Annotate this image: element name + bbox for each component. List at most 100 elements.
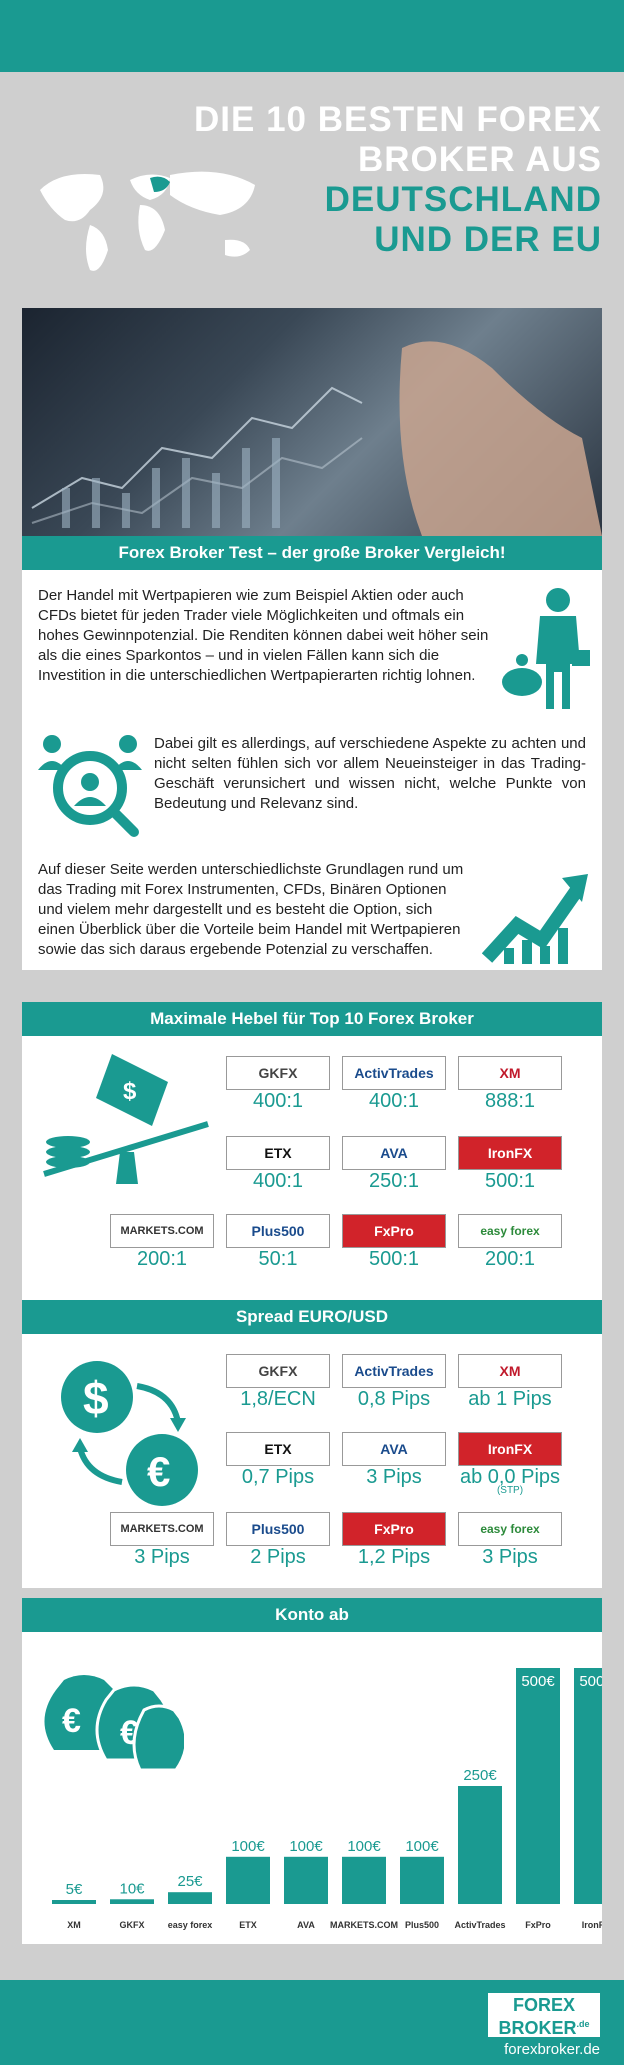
money-bags-icon: € €: [44, 1675, 184, 1772]
section-leverage: $ GKFX 400:1 ActivTrades 400:1 XM 888:1 …: [22, 1036, 602, 1304]
section-spread: $ € GKFX 1,8/ECN ActivTrades 0,8 Pips XM…: [22, 1334, 602, 1588]
bar-gkfx: [110, 1899, 154, 1904]
spread-ironfx-note: (STP): [496, 1485, 524, 1496]
logo-xm: XM: [458, 1056, 562, 1090]
title-line-1: DIE 10 BESTEN FOREX: [194, 100, 602, 139]
leverage-plus500: 50:1: [258, 1248, 298, 1270]
logo-xm: XM: [458, 1354, 562, 1388]
brand-line-2-text: BROKER: [498, 2018, 577, 2038]
bar-label: 100€: [289, 1838, 323, 1855]
title-line-4: UND DER EU: [374, 220, 602, 259]
title-line-3: DEUTSCHLAND: [324, 180, 602, 219]
bar-label: 100€: [347, 1838, 381, 1855]
broker-logo-label: XM: [67, 1920, 81, 1930]
spread-activtrades: 0,8 Pips: [357, 1388, 431, 1410]
money-scale-icon: $: [43, 1054, 209, 1184]
leverage-markets-com: 200:1: [136, 1248, 188, 1270]
bar-label: 500€: [579, 1673, 602, 1690]
bar-activtrades: [458, 1786, 502, 1904]
logo-ava: AVA: [342, 1136, 446, 1170]
broker-logo-label: MARKETS.COM: [330, 1920, 398, 1930]
logo-plus500: Plus500: [226, 1512, 330, 1546]
logo-ironfx: IronFX: [458, 1432, 562, 1466]
leverage-etx: 400:1: [252, 1170, 304, 1192]
logo-activtrades: ActivTrades: [342, 1354, 446, 1388]
logo-ava: AVA: [342, 1432, 446, 1466]
banner-spread: Spread EURO/USD: [22, 1300, 602, 1344]
intro-paragraph-1: Der Handel mit Wertpapieren wie zum Beis…: [38, 587, 489, 684]
leverage-xm: 888:1: [484, 1090, 536, 1112]
spread-xm: ab 1 Pips: [468, 1388, 552, 1410]
spread-plus500: 2 Pips: [250, 1546, 306, 1568]
brand-line-1: FOREX: [512, 1995, 575, 2015]
logo-easy-forex: easy forex: [458, 1214, 562, 1248]
broker-logo-label: IronFX: [582, 1920, 602, 1930]
spread-etx: 0,7 Pips: [241, 1466, 315, 1488]
bar-label: 5€: [66, 1881, 83, 1898]
bar-plus500: [400, 1856, 444, 1904]
leverage-ava: 250:1: [368, 1170, 420, 1192]
title-line-2: BROKER AUS: [358, 140, 602, 179]
svg-text:$: $: [83, 1372, 109, 1424]
forexbroker-logo: FOREX BROKER.de: [488, 1993, 600, 2038]
spread-ironfx: ab 0,0 Pips: [459, 1466, 561, 1488]
bar-label: 100€: [231, 1838, 265, 1855]
leverage-activtrades: 400:1: [368, 1090, 420, 1112]
svg-text:$: $: [123, 1078, 137, 1105]
footer-url[interactable]: forexbroker.de: [504, 2041, 600, 2058]
logo-activtrades: ActivTrades: [342, 1056, 446, 1090]
trading-chart-photo: [22, 308, 602, 536]
intro-paragraph-2: Dabei gilt es allerdings, auf verschiede…: [154, 735, 586, 812]
broker-logo-label: easy forex: [168, 1920, 213, 1930]
section-intro: Der Handel mit Wertpapieren wie zum Beis…: [22, 570, 602, 970]
spread-gkfx: 1,8/ECN: [240, 1388, 316, 1410]
broker-logo-label: Plus500: [405, 1920, 439, 1930]
bar-fxpro: [516, 1668, 560, 1904]
currency-exchange-icon: $ €: [61, 1361, 198, 1506]
broker-logo-label: ActivTrades: [454, 1920, 505, 1930]
section-konto-chart: € € 5€ XM 10€ GKFX 25€ easy forex 100€ ETX 100€ A…: [22, 1632, 602, 1944]
banner-konto-ab: Konto ab: [22, 1598, 602, 1642]
svg-text:€: €: [147, 1448, 170, 1495]
world-map-icon: [40, 171, 255, 271]
header: DIE 10 BESTEN FOREX BROKER AUS DEUTSCHLA…: [0, 72, 624, 308]
spread-ava: 3 Pips: [366, 1466, 422, 1488]
logo-etx: ETX: [226, 1432, 330, 1466]
bar-ava: [284, 1856, 328, 1904]
intro-paragraph-3: Auf dieser Seite werden unterschiedlichs…: [38, 861, 464, 958]
logo-gkfx: GKFX: [226, 1354, 330, 1388]
europe-highlight: [150, 176, 170, 192]
chart-graphic: [31, 341, 602, 536]
bar-label: 500€: [521, 1673, 555, 1690]
konto-bar-chart: 5€ XM 10€ GKFX 25€ easy forex 100€ ETX 100€ AVA 10…: [52, 1668, 602, 1930]
page-title: DIE 10 BESTEN FOREX BROKER AUS DEUTSCHLA…: [194, 100, 602, 260]
spread-easy-forex: 3 Pips: [482, 1546, 538, 1568]
growth-chart-icon: [482, 874, 588, 964]
leverage-easy-forex: 200:1: [484, 1248, 536, 1270]
logo-markets-com: MARKETS.COM: [110, 1214, 214, 1248]
bar-label: 250€: [463, 1767, 497, 1784]
logo-fxpro: FxPro: [342, 1214, 446, 1248]
spread-fxpro: 1,2 Pips: [357, 1546, 431, 1568]
logo-etx: ETX: [226, 1136, 330, 1170]
brand-sup: .de: [576, 2019, 590, 2029]
logo-plus500: Plus500: [226, 1214, 330, 1248]
spread-markets-com: 3 Pips: [134, 1546, 190, 1568]
top-bar: [0, 0, 624, 72]
banner-max-leverage: Maximale Hebel für Top 10 Forex Broker: [22, 1002, 602, 1046]
bar-label: 100€: [405, 1838, 439, 1855]
bar-ironfx: [574, 1668, 602, 1904]
businessman-piggybank-icon: [502, 588, 590, 709]
bar-xm: [52, 1900, 96, 1904]
bar-markets-com: [342, 1856, 386, 1904]
banner-broker-test: Forex Broker Test – der große Broker Ver…: [22, 536, 602, 580]
logo-ironfx: IronFX: [458, 1136, 562, 1170]
logo-easy-forex: easy forex: [458, 1512, 562, 1546]
logo-fxpro: FxPro: [342, 1512, 446, 1546]
svg-text:€: €: [62, 1702, 81, 1740]
leverage-gkfx: 400:1: [252, 1090, 304, 1112]
users-search-icon: [38, 735, 142, 837]
broker-logo-label: GKFX: [119, 1920, 144, 1930]
broker-logo-label: FxPro: [525, 1920, 551, 1930]
broker-logo-label: ETX: [239, 1920, 257, 1930]
